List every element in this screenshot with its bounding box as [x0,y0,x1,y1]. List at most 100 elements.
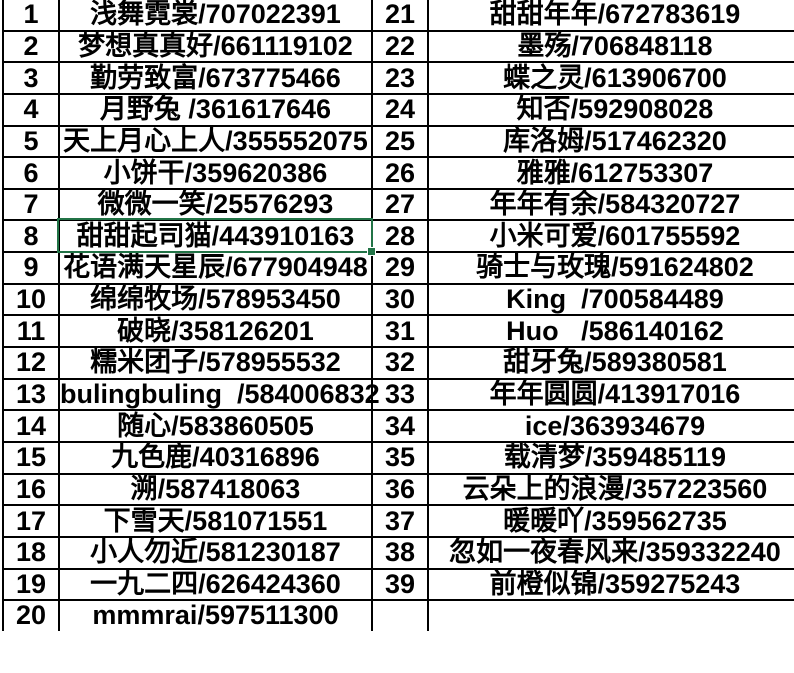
entry-cell-left[interactable]: 下雪天/581071551 [58,504,373,538]
entry-cell-left[interactable]: 天上月心上人/355552075 [58,124,373,159]
row-number-cell-right[interactable]: 21 [371,0,429,32]
entry-cell-left[interactable]: 甜甜起司猫/443910163 [58,219,373,254]
row-number-cell-left[interactable]: 13 [2,377,60,412]
row-number-cell-left[interactable]: 18 [2,535,60,570]
row-number-cell-left[interactable]: 6 [2,156,60,190]
table-row: 4 月野兔 /361617646 24 知否/592908028 [2,92,794,127]
row-number-cell-right[interactable]: 39 [371,567,429,602]
entry-cell-left[interactable]: 花语满天星辰/677904948 [58,251,373,285]
entry-cell-left[interactable]: 小饼干/359620386 [58,156,373,190]
row-number-cell-right[interactable]: 26 [371,156,429,190]
entry-cell-right[interactable]: 雅雅/612753307 [427,156,794,190]
row-number-cell-left[interactable]: 15 [2,440,60,475]
entry-cell-left[interactable]: bulingbuling /584006832 [58,377,380,412]
entry-cell-left[interactable]: 破晓/358126201 [58,314,373,349]
entry-cell-right[interactable]: 知否/592908028 [427,92,794,127]
row-number-cell-left[interactable]: 17 [2,504,60,538]
row-number-cell-left[interactable]: 12 [2,346,60,380]
row-number-cell-right[interactable]: 23 [371,61,429,95]
entry-cell-right[interactable]: 小米可爱/601755592 [427,219,794,254]
entry-cell-right[interactable] [427,599,794,631]
row-number-cell-right[interactable]: 24 [371,92,429,127]
row-number-cell-left[interactable]: 7 [2,187,60,222]
entry-cell-left[interactable]: 绵绵牧场/578953450 [58,282,373,317]
row-number-cell-right[interactable]: 36 [371,472,429,507]
row-number-cell-right[interactable]: 25 [371,124,429,159]
table-row: 18 小人勿近/581230187 38 忽如一夜春风来/359332240 [2,535,794,570]
row-number-cell-left[interactable]: 11 [2,314,60,349]
row-number-cell-right[interactable]: 30 [371,282,429,317]
table-body: 1 浅舞霓裳/707022391 21 甜甜年年/672783619 2 梦想真… [2,0,794,631]
entry-cell-right[interactable]: King /700584489 [427,282,794,317]
row-number-cell-left[interactable]: 20 [2,599,60,631]
table-row: 3 勤劳致富/673775466 23 蝶之灵/613906700 [2,61,794,95]
table-row: 11 破晓/358126201 31 Huo /586140162 [2,314,794,349]
fill-handle[interactable] [367,247,376,257]
row-number-cell-left[interactable]: 16 [2,472,60,507]
entry-cell-right[interactable]: 暖暖吖/359562735 [427,504,794,538]
entry-cell-right[interactable]: 骑士与玫瑰/591624802 [427,251,794,285]
table-row: 1 浅舞霓裳/707022391 21 甜甜年年/672783619 [2,0,794,32]
row-number-cell-left[interactable]: 14 [2,409,60,443]
entry-cell-right[interactable]: 年年圆圆/413917016 [427,377,794,412]
table-row: 2 梦想真真好/661119102 22 墨殇/706848118 [2,29,794,64]
row-number-cell-right[interactable]: 33 [371,377,429,412]
entry-cell-left[interactable]: 月野兔 /361617646 [58,92,373,127]
row-number-cell-right[interactable]: 27 [371,187,429,222]
row-number-cell-right[interactable]: 29 [371,251,429,285]
table-row: 9 花语满天星辰/677904948 29 骑士与玫瑰/591624802 [2,251,794,285]
row-number-cell-right[interactable]: 35 [371,440,429,475]
entry-cell-left[interactable]: 一九二四/626424360 [58,567,373,602]
table-row: 13 bulingbuling /584006832 33 年年圆圆/41391… [2,377,794,412]
row-number-cell-left[interactable]: 19 [2,567,60,602]
table-row: 15 九色鹿/40316896 35 载清梦/359485119 [2,440,794,475]
row-number-cell-left[interactable]: 10 [2,282,60,317]
spreadsheet-table: 1 浅舞霓裳/707022391 21 甜甜年年/672783619 2 梦想真… [2,0,794,631]
entry-cell-left[interactable]: 糯米团子/578955532 [58,346,373,380]
table-row: 20 mmmrai/597511300 [2,599,794,631]
table-row: 6 小饼干/359620386 26 雅雅/612753307 [2,156,794,190]
entry-cell-left[interactable]: 溯/587418063 [58,472,373,507]
entry-cell-right[interactable]: 蝶之灵/613906700 [427,61,794,95]
row-number-cell-right[interactable]: 38 [371,535,429,570]
table-row: 17 下雪天/581071551 37 暖暖吖/359562735 [2,504,794,538]
entry-cell-right[interactable]: 甜牙兔/589380581 [427,346,794,380]
entry-cell-left[interactable]: mmmrai/597511300 [58,599,373,631]
row-number-cell-left[interactable]: 3 [2,61,60,95]
entry-cell-left[interactable]: 梦想真真好/661119102 [58,29,373,64]
entry-cell-right[interactable]: 库洛姆/517462320 [427,124,794,159]
row-number-cell-right[interactable]: 31 [371,314,429,349]
row-number-cell-left[interactable]: 1 [2,0,60,32]
row-number-cell-left[interactable]: 4 [2,92,60,127]
row-number-cell-left[interactable]: 9 [2,251,60,285]
entry-cell-left[interactable]: 九色鹿/40316896 [58,440,373,475]
entry-cell-left[interactable]: 微微一笑/25576293 [58,187,373,222]
row-number-cell-right[interactable]: 37 [371,504,429,538]
row-number-cell-right[interactable]: 34 [371,409,429,443]
row-number-cell-left[interactable]: 2 [2,29,60,64]
entry-cell-right[interactable]: 墨殇/706848118 [427,29,794,64]
entry-cell-left[interactable]: 浅舞霓裳/707022391 [58,0,373,32]
table-row: 19 一九二四/626424360 39 前橙似锦/359275243 [2,567,794,602]
row-number-cell-right[interactable]: 22 [371,29,429,64]
entry-cell-left[interactable]: 小人勿近/581230187 [58,535,373,570]
entry-cell-left[interactable]: 勤劳致富/673775466 [58,61,373,95]
entry-cell-right[interactable]: 忽如一夜春风来/359332240 [427,535,794,570]
row-number-cell-right[interactable]: 28 [371,219,429,254]
entry-cell-right[interactable]: 甜甜年年/672783619 [427,0,794,32]
entry-cell-right[interactable]: 载清梦/359485119 [427,440,794,475]
entry-cell-right[interactable]: ice/363934679 [427,409,794,443]
entry-cell-left[interactable]: 随心/583860505 [58,409,373,443]
table-row: 16 溯/587418063 36 云朵上的浪漫/357223560 [2,472,794,507]
row-number-cell-right[interactable] [371,599,429,631]
table-row: 7 微微一笑/25576293 27 年年有余/584320727 [2,187,794,222]
entry-cell-right[interactable]: 年年有余/584320727 [427,187,794,222]
row-number-cell-left[interactable]: 5 [2,124,60,159]
entry-cell-right[interactable]: Huo /586140162 [427,314,794,349]
entry-cell-right[interactable]: 前橙似锦/359275243 [427,567,794,602]
entry-cell-right[interactable]: 云朵上的浪漫/357223560 [427,472,794,507]
table-row: 5 天上月心上人/355552075 25 库洛姆/517462320 [2,124,794,159]
row-number-cell-right[interactable]: 32 [371,346,429,380]
row-number-cell-left[interactable]: 8 [2,219,60,254]
